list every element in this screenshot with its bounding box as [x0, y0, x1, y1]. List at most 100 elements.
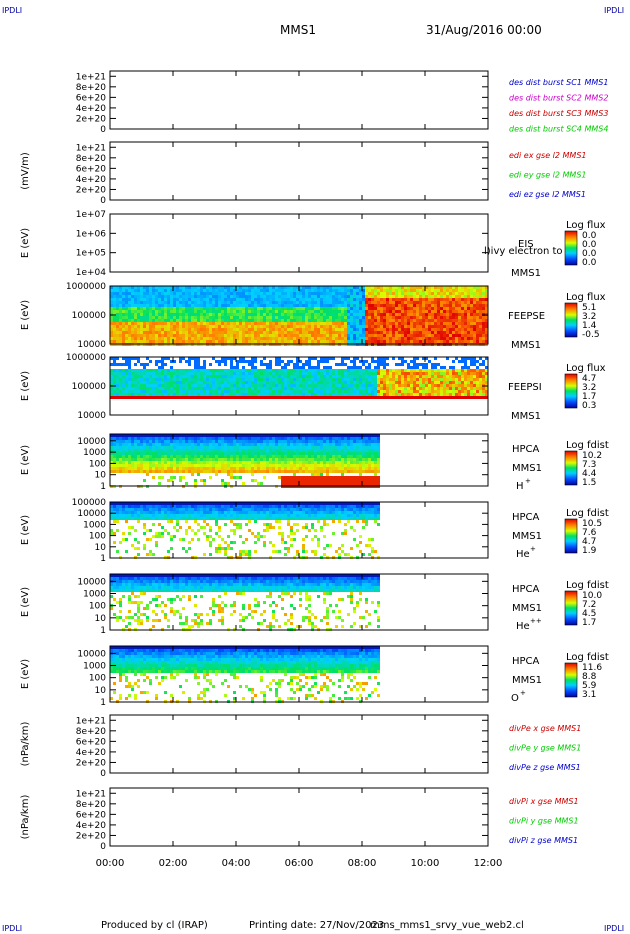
des-dist-ytick-label: 4e+20 — [76, 104, 107, 114]
divpi-ytick-label: 1e+21 — [76, 789, 106, 799]
hpca-he1-ylabel: E (eV) — [20, 515, 31, 545]
hpca-o-colorbar-tick: 8.8 — [582, 672, 597, 682]
feeps-e-ytick-label: 100000 — [72, 311, 107, 321]
eis-colorbar-tick: 0.0 — [582, 249, 597, 259]
hpca-h-colorbar-tick: 1.5 — [582, 478, 596, 488]
divpi-legend-3: divPi z gse MMS1 — [509, 836, 578, 845]
hpca-h-ytick-label: 100 — [89, 459, 106, 469]
hpca-o-ytick-label: 100 — [89, 674, 106, 684]
divpe-frame — [109, 714, 489, 774]
eis-label-instrument: EIS — [518, 239, 534, 250]
feeps-i-colorbar-title: Log flux — [566, 363, 606, 374]
hpca-he1-ytick-label: 10000 — [77, 509, 106, 519]
time-tick-label: 06:00 — [285, 858, 314, 869]
hpca-he1-colorbar — [564, 518, 578, 554]
hpca-h-spectrogram — [110, 434, 380, 488]
hpca-h-label-spacecraft: MMS1 — [512, 463, 542, 474]
edi-e-ytick-label: 1e+21 — [76, 143, 106, 153]
eis-ytick-label: 1e+06 — [76, 229, 107, 239]
eis-ylabel: E (eV) — [20, 228, 31, 258]
divpi-ytick-label: 6e+20 — [76, 810, 107, 820]
hpca-o-label-instrument: HPCA — [512, 656, 540, 667]
hpca-he1-ytick-label: 1 — [100, 554, 106, 564]
divpi-legend-1: divPi x gse MMS1 — [509, 797, 579, 806]
feeps-e-colorbar-tick: 1.4 — [582, 321, 597, 331]
hpca-h-ylabel: E (eV) — [20, 445, 31, 475]
hpca-he2-label-instrument: HPCA — [512, 584, 540, 595]
hpca-o-ylabel: E (eV) — [20, 659, 31, 689]
divpi-legend-2: divPi y gse MMS1 — [509, 817, 579, 826]
hpca-he2-ytick-label: 1000 — [83, 589, 106, 599]
hpca-o-ytick-label: 1 — [100, 698, 106, 708]
eis-label-spacecraft: MMS1 — [511, 268, 541, 279]
hpca-he1-colorbar-tick: 1.9 — [582, 546, 597, 556]
hpca-o-colorbar-title: Log fdist — [566, 652, 609, 663]
hpca-he2-ytick-label: 1 — [100, 626, 106, 636]
divpe-ytick-label: 6e+20 — [76, 737, 107, 747]
divpe-ytick-label: 4e+20 — [76, 748, 107, 758]
edi-e-ytick-label: 6e+20 — [76, 164, 107, 174]
time-tick-label: 02:00 — [159, 858, 188, 869]
edi-e-legend-3: edi ez gse l2 MMS1 — [509, 190, 586, 199]
eis-colorbar-tick: 0.0 — [582, 258, 597, 268]
hpca-h-colorbar — [564, 450, 578, 486]
hpca-he2-label-species: He — [516, 621, 530, 632]
divpi-ytick-label: 0 — [100, 842, 106, 852]
eis-overlay-text: l)ivy electron to — [484, 246, 563, 257]
hpca-h-colorbar-tick: 10.2 — [582, 451, 602, 461]
hpca-he2-colorbar-title: Log fdist — [566, 580, 609, 591]
time-tick-label: 00:00 — [96, 858, 125, 869]
hpca-he1-spectrogram — [110, 502, 380, 559]
feeps-i-ytick-label: 1000000 — [66, 353, 106, 363]
feeps-e-colorbar — [564, 302, 578, 338]
hpca-o-colorbar-tick: 11.6 — [582, 663, 602, 673]
divpi-ytick-label: 8e+20 — [76, 800, 107, 810]
hpca-he1-ytick-label: 100 — [89, 532, 106, 542]
feeps-e-ylabel: E (eV) — [20, 300, 31, 330]
feeps-e-spectrogram — [110, 286, 488, 346]
hpca-he1-label-spacecraft: MMS1 — [512, 531, 542, 542]
corner-mark-top-left: IPDLI — [2, 6, 23, 15]
hpca-h-label-species: H — [516, 481, 524, 492]
des-dist-ytick-label: 2e+20 — [76, 114, 107, 124]
des-dist-ytick-label: 1e+21 — [76, 72, 106, 82]
hpca-o-ytick-label: 10 — [95, 686, 107, 696]
feeps-i-label-spacecraft: MMS1 — [511, 411, 541, 422]
corner-mark-top-right: IPDLI — [604, 6, 625, 15]
eis-colorbar-tick: 0.0 — [582, 231, 597, 241]
des-dist-legend-1: des dist burst SC1 MMS1 — [509, 78, 608, 87]
des-dist-legend-3: des dist burst SC3 MMS3 — [509, 109, 608, 118]
hpca-o-label-species: O — [511, 693, 519, 704]
hpca-he2-colorbar-tick: 10.0 — [582, 591, 602, 601]
hpca-he2-ytick-label: 100 — [89, 602, 106, 612]
feeps-e-label-spacecraft: MMS1 — [511, 340, 541, 351]
hpca-h-colorbar-tick: 7.3 — [582, 460, 596, 470]
hpca-he1-label-charge: + — [530, 545, 536, 553]
divpi-ylabel: (nPa/km) — [20, 795, 31, 840]
hpca-h-label-instrument: HPCA — [512, 444, 540, 455]
hpca-he1-ytick-label: 100000 — [72, 498, 107, 508]
feeps-e-colorbar-tick: -0.5 — [582, 330, 600, 340]
hpca-o-colorbar — [564, 662, 578, 698]
des-dist-ytick-label: 0 — [100, 125, 106, 135]
des-dist-ytick-label: 8e+20 — [76, 83, 107, 93]
divpi-ytick-label: 2e+20 — [76, 831, 107, 841]
eis-frame — [109, 213, 489, 273]
divpe-ytick-label: 8e+20 — [76, 727, 107, 737]
eis-colorbar-title: Log flux — [566, 220, 606, 231]
divpi-frame — [109, 787, 489, 847]
hpca-h-colorbar-title: Log fdist — [566, 440, 609, 451]
date-title: 31/Aug/2016 00:00 — [426, 23, 542, 37]
hpca-he1-ytick-label: 1000 — [83, 520, 106, 530]
hpca-he2-ylabel: E (eV) — [20, 587, 31, 617]
hpca-o-label-charge: + — [520, 689, 526, 697]
hpca-o-spectrogram — [110, 646, 380, 703]
spacecraft-title: MMS1 — [280, 23, 316, 37]
feeps-i-colorbar-tick: 4.7 — [582, 374, 596, 384]
divpe-legend-3: divPe z gse MMS1 — [509, 763, 581, 772]
hpca-h-ytick-label: 10000 — [77, 437, 106, 447]
hpca-he2-label-charge: ++ — [530, 617, 542, 625]
des-dist-legend-4: des dist burst SC4 MMS4 — [509, 125, 608, 134]
des-dist-legend-2: des dist burst SC2 MMS2 — [509, 94, 608, 103]
